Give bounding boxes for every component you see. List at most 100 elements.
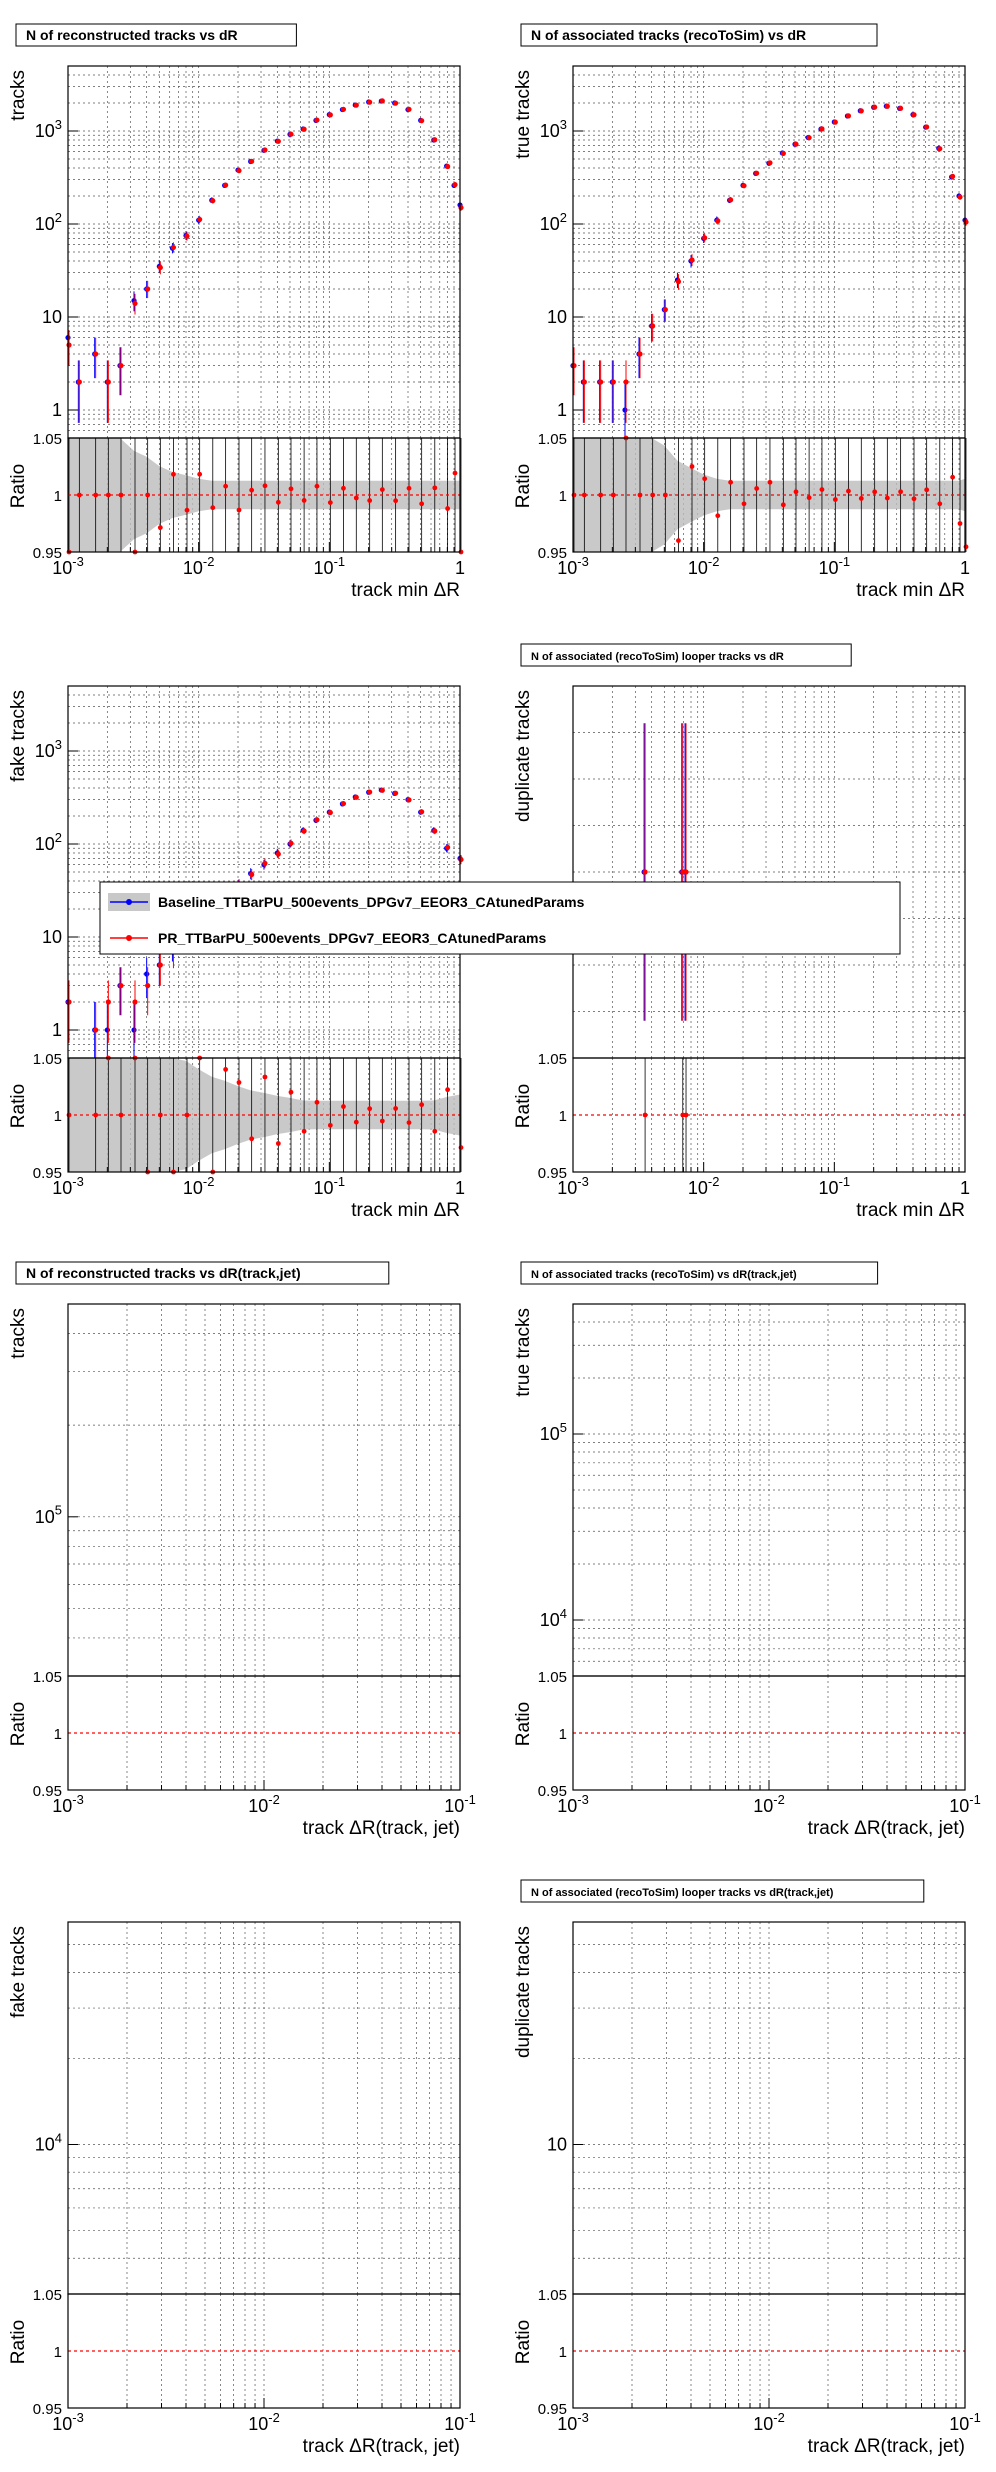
- ratio-point: [367, 1106, 373, 1112]
- ratio-point: [157, 525, 163, 530]
- data-point: [157, 264, 163, 271]
- x-tick-label: 1: [960, 1178, 970, 1198]
- ratio-y-tick-label: 1.05: [33, 1051, 62, 1068]
- ratio-y-tick-label: 1.05: [538, 1669, 567, 1686]
- ratio-y-tick-label: 1: [54, 488, 62, 505]
- data-point: [898, 105, 904, 111]
- data-point: [432, 137, 438, 143]
- data-point: [288, 840, 294, 846]
- ratio-point: [884, 495, 890, 501]
- ratio-point: [262, 1074, 268, 1080]
- data-point: [419, 809, 425, 815]
- ratio-point: [379, 1118, 385, 1124]
- data-point: [581, 379, 587, 385]
- data-point: [957, 194, 963, 200]
- data-point: [144, 971, 150, 977]
- ratio-point: [419, 501, 425, 507]
- y-tick-label: 103: [35, 737, 62, 761]
- ratio-y-tick-label: 1: [559, 2344, 567, 2361]
- ratio-axis-label: Ratio: [513, 1702, 534, 1746]
- y-tick-label: 10: [547, 307, 567, 327]
- data-point: [210, 198, 216, 204]
- y-tick-label: 1: [52, 1020, 62, 1040]
- x-tick-label: 10-2: [753, 1792, 785, 1816]
- data-point: [132, 300, 138, 307]
- y-axis-label: tracks: [8, 1308, 29, 1359]
- data-point: [445, 844, 451, 850]
- data-point: [393, 100, 399, 106]
- x-axis-label: track min ΔR: [351, 1200, 460, 1221]
- data-point: [145, 286, 151, 292]
- data-point: [104, 1027, 110, 1033]
- x-tick-label: 1: [960, 558, 970, 578]
- data-point: [963, 219, 969, 225]
- ratio-y-tick-label: 1.05: [538, 431, 567, 448]
- ratio-y-tick-label: 0.95: [538, 2401, 567, 2418]
- grid: [67, 1921, 460, 2408]
- ratio-y-tick-label: 0.95: [538, 545, 567, 562]
- data-point: [301, 828, 307, 834]
- x-tick-label: 10-3: [52, 1174, 84, 1198]
- ratio-y-tick-label: 1: [559, 488, 567, 505]
- ratio-point: [581, 492, 587, 498]
- x-axis-label: track ΔR(track, jet): [808, 2436, 965, 2457]
- ratio-y-tick-label: 1: [54, 2344, 62, 2361]
- data-point: [637, 351, 643, 357]
- data-point: [288, 131, 294, 137]
- legend: Baseline_TTBarPU_500events_DPGv7_EEOR3_C…: [99, 881, 901, 955]
- ratio-y-tick-label: 1: [54, 1726, 62, 1743]
- ratio-point: [898, 489, 904, 495]
- y-tick-label: 105: [540, 1420, 567, 1444]
- legend-box: [99, 881, 901, 955]
- grid: [572, 1921, 965, 2408]
- ratio-point: [249, 1136, 255, 1142]
- data-point: [571, 363, 577, 369]
- y-axis-label: duplicate tracks: [513, 1926, 534, 2058]
- ratio-point: [406, 485, 412, 491]
- ratio-y-tick-label: 1.05: [33, 431, 62, 448]
- data-point: [327, 112, 333, 118]
- data-point: [662, 307, 668, 313]
- data-point: [105, 999, 111, 1005]
- ratio-point: [288, 486, 294, 492]
- ratio-point: [406, 1120, 412, 1125]
- x-tick-label: 10-2: [248, 2410, 280, 2434]
- ratio-axis-label: Ratio: [513, 1084, 534, 1128]
- grid: [572, 1303, 965, 1790]
- ratio-point: [683, 1112, 689, 1118]
- ratio-points: [66, 438, 464, 555]
- ratio-point: [76, 492, 82, 498]
- ratio-point: [341, 1104, 346, 1109]
- ratio-y-tick-label: 1: [559, 1108, 567, 1125]
- y-axis-label: tracks: [8, 70, 29, 121]
- data-point: [184, 233, 190, 239]
- ratio-point: [432, 485, 438, 491]
- data-point: [937, 146, 943, 152]
- x-tick-label: 10-3: [52, 1792, 84, 1816]
- ratio-point: [957, 521, 963, 526]
- data-point: [406, 797, 412, 803]
- data-point: [754, 170, 760, 176]
- ratio-point: [184, 507, 190, 513]
- ratio-point: [314, 483, 320, 489]
- ratio-y-tick-label: 0.95: [538, 1783, 567, 1800]
- ratio-point: [93, 1112, 99, 1118]
- data-point: [236, 168, 242, 174]
- data-point: [367, 99, 373, 105]
- ratio-point: [858, 496, 864, 501]
- x-axis-label: track min ΔR: [856, 580, 965, 601]
- ratio-point: [301, 1128, 307, 1134]
- y-tick-label: 104: [35, 2130, 62, 2154]
- ratio-axis-label: Ratio: [8, 464, 29, 508]
- ratio-axis-label: Ratio: [513, 464, 534, 508]
- ratio-frame: [67, 437, 461, 553]
- ratio-point: [872, 489, 878, 495]
- x-tick-label: 10-3: [557, 1174, 589, 1198]
- ratio-point: [210, 505, 216, 511]
- ratio-point: [327, 500, 333, 505]
- x-tick-label: 1: [455, 1178, 465, 1198]
- ratio-point: [314, 1099, 320, 1105]
- ratio-point: [341, 485, 346, 491]
- ratio-axis-label: Ratio: [8, 1702, 29, 1746]
- data-point: [327, 809, 333, 816]
